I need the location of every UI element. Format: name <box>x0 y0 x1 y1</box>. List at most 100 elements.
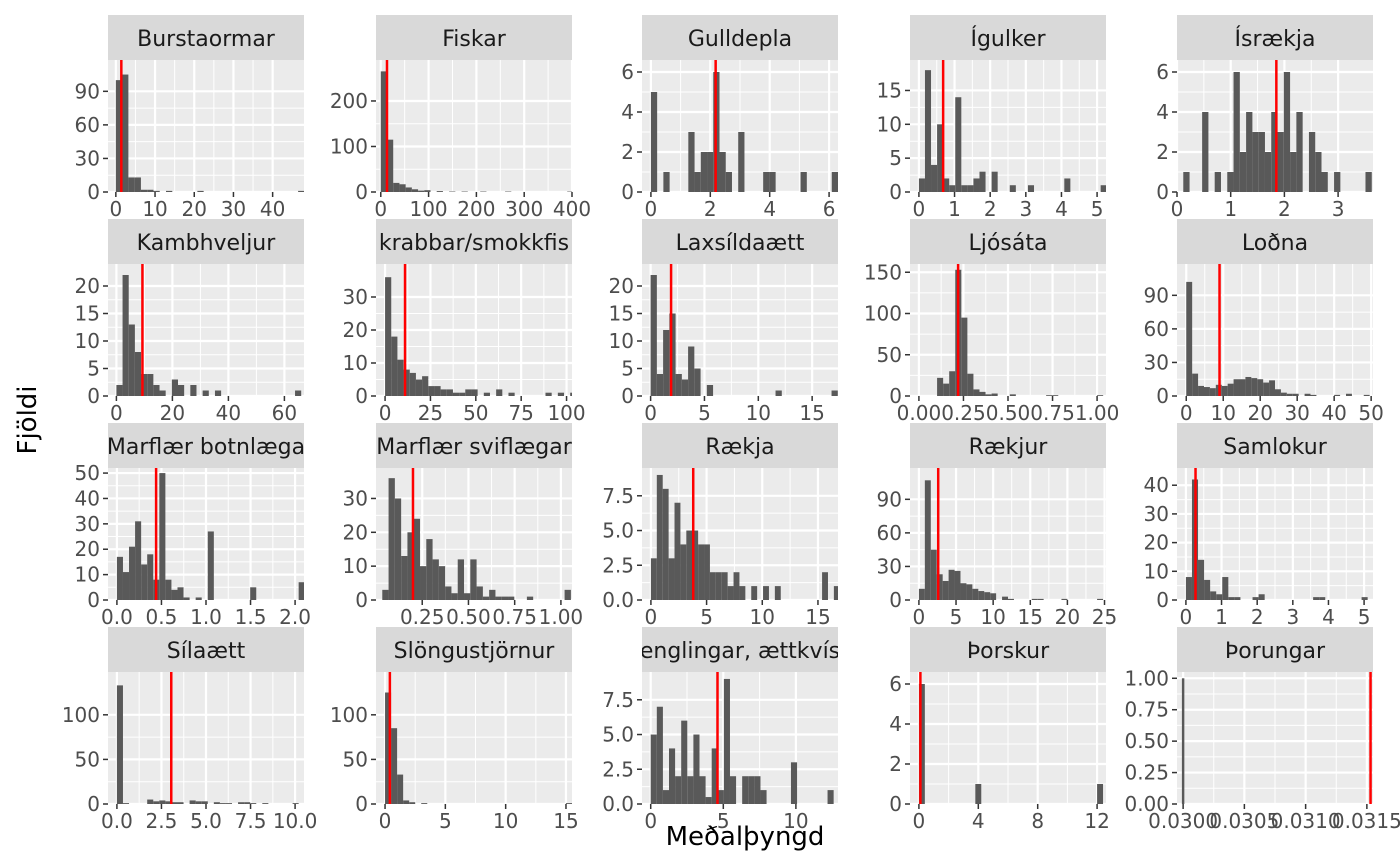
facet-strip <box>1177 219 1373 264</box>
facet-strip <box>910 627 1106 672</box>
histogram-bar <box>1064 178 1071 192</box>
histogram-bar <box>1227 172 1234 192</box>
facet-title: Ísrækja <box>1235 26 1316 52</box>
histogram-bar <box>692 530 699 600</box>
y-tick-label: 30 <box>343 486 368 510</box>
histogram-bar <box>165 579 172 600</box>
histogram-bar <box>391 728 398 804</box>
y-tick-label: 2 <box>1156 140 1169 164</box>
histogram-bar <box>471 389 478 396</box>
y-tick-label: 30 <box>75 512 100 536</box>
x-tick-label: 5 <box>950 605 963 629</box>
x-tick-label: 5 <box>698 401 711 425</box>
histogram-bar <box>979 391 986 396</box>
x-tick-label: 4 <box>1322 605 1335 629</box>
histogram-bar <box>128 177 135 192</box>
y-tick-label: 6 <box>1156 60 1169 84</box>
histogram-bar <box>699 776 706 804</box>
histogram-bar <box>723 678 730 804</box>
facet-strip <box>1177 15 1373 60</box>
y-tick-label: 15 <box>609 302 634 326</box>
histogram-bar <box>769 172 776 192</box>
x-tick-label: 40 <box>1321 401 1346 425</box>
y-tick-label: 0.50 <box>1124 729 1169 753</box>
histogram-bar <box>489 589 496 600</box>
histogram-bar <box>394 498 402 600</box>
histogram-bar <box>978 591 985 600</box>
x-tick-label: 100 <box>547 401 585 425</box>
histogram-bar <box>739 586 746 600</box>
histogram-bar <box>1185 577 1192 600</box>
histogram-bar <box>1221 385 1228 396</box>
histogram-bar <box>1245 376 1252 396</box>
y-tick-label: 30 <box>343 285 368 309</box>
histogram-bar <box>166 190 173 192</box>
histogram-bar <box>669 313 676 396</box>
histogram-bar <box>189 800 196 804</box>
y-tick-label: 0 <box>355 588 368 612</box>
histogram-bar <box>924 480 931 600</box>
histogram-bar <box>973 178 980 192</box>
histogram-bar <box>675 776 682 804</box>
histogram-bar <box>380 71 387 192</box>
histogram-bar <box>694 172 701 192</box>
histogram-bar <box>733 572 740 600</box>
histogram-bar <box>1258 132 1265 192</box>
facet-strip <box>910 219 1106 264</box>
histogram-bar <box>415 379 423 396</box>
histogram-bar <box>483 392 490 396</box>
y-tick-label: 0 <box>355 792 368 816</box>
histogram-bar <box>1275 389 1281 396</box>
histogram-bar <box>197 190 204 192</box>
histogram-bar <box>195 597 202 600</box>
histogram-bar <box>1319 597 1326 600</box>
facet-title: Slöngustjörnur <box>394 639 556 664</box>
histogram-bar <box>420 566 427 600</box>
facet-panel: Slöngustjörnur 0 50 100 0 5 10 15 <box>330 627 579 833</box>
histogram-bar <box>202 390 209 396</box>
histogram-bar <box>705 797 712 804</box>
histogram-bar <box>171 802 178 804</box>
x-tick-label: 1 <box>1224 197 1237 221</box>
facet-panel: Loðna 0 30 60 90 0 10 20 30 40 50 <box>1144 219 1384 425</box>
histogram-bar <box>1252 597 1259 600</box>
y-tick-label: 5 <box>87 357 100 381</box>
facet-strip <box>642 15 838 60</box>
histogram-bar <box>1308 132 1316 192</box>
x-tick-label: 0.0305 <box>1209 809 1279 833</box>
x-tick-label: 20 <box>182 197 207 221</box>
histogram-bar <box>650 734 657 804</box>
histogram-bar <box>936 574 943 600</box>
facet-strip <box>910 423 1106 468</box>
y-tick-label: 10 <box>75 563 100 587</box>
histogram-bar <box>760 790 767 804</box>
histogram-bar <box>1031 598 1038 600</box>
histogram-bar <box>656 706 663 804</box>
histogram-bar <box>1009 394 1016 396</box>
histogram-bar <box>1181 678 1185 804</box>
x-tick-label: 0 <box>644 401 657 425</box>
histogram-bar <box>159 473 166 600</box>
x-tick-label: 0 <box>109 197 122 221</box>
histogram-bar <box>774 586 781 600</box>
histogram-bars <box>116 275 302 396</box>
x-tick-label: 0.25 <box>400 605 445 629</box>
histogram-bar <box>930 549 937 600</box>
histogram-bar <box>141 374 148 396</box>
x-tick-label: 5 <box>717 809 730 833</box>
histogram-bar <box>225 803 233 804</box>
histogram-bar <box>1277 132 1284 192</box>
histogram-bar <box>1252 132 1259 192</box>
histogram-bars <box>918 480 1104 600</box>
x-tick-label: 0.75 <box>1030 401 1075 425</box>
histogram-bar <box>250 587 257 600</box>
y-tick-label: 60 <box>877 521 902 545</box>
histogram-bar <box>833 586 838 600</box>
histogram-bar <box>698 544 705 600</box>
facet-panel: Burstaormar 0 30 60 90 0 10 20 30 40 <box>75 15 304 221</box>
histogram-bar <box>1097 598 1104 600</box>
histogram-bar <box>688 346 695 396</box>
gridlines <box>1177 468 1373 600</box>
histogram-bar <box>147 189 154 192</box>
